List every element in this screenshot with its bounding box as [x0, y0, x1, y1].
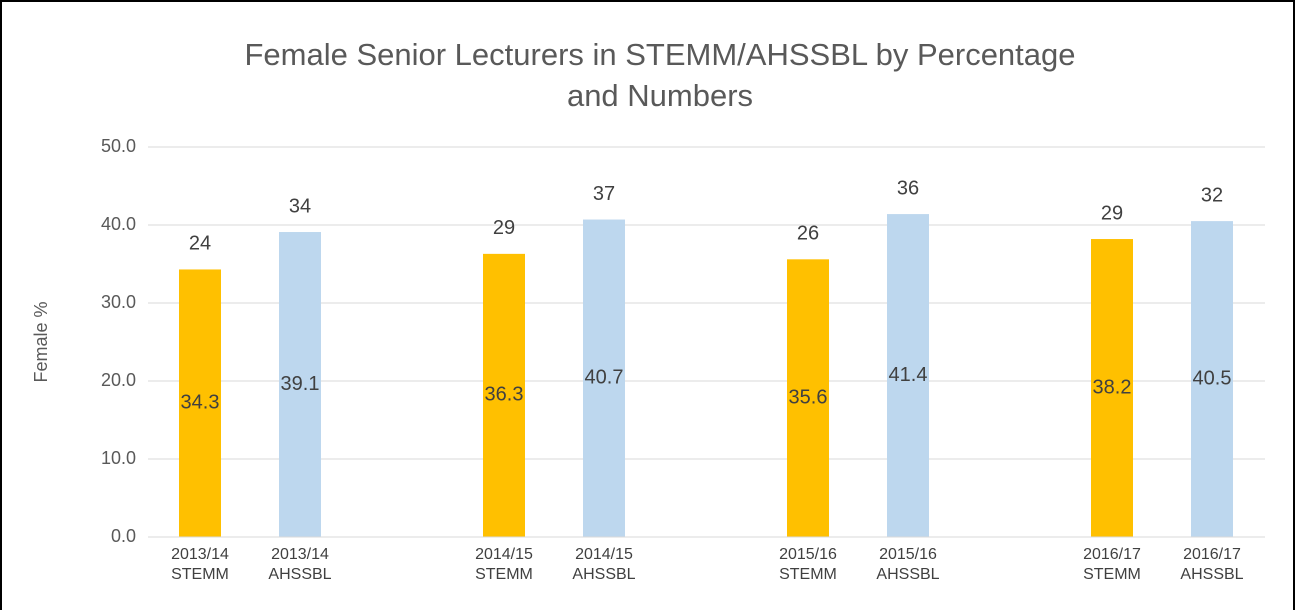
x-tick-label: STEMM: [475, 566, 533, 583]
count-label: 36: [897, 177, 919, 199]
x-tick-label: 2014/15: [575, 546, 633, 563]
count-label: 32: [1201, 184, 1223, 206]
value-label: 35.6: [789, 386, 828, 408]
x-tick-label: AHSSBL: [572, 566, 635, 583]
y-tick-label: 10.0: [101, 448, 136, 468]
bar: [179, 269, 221, 537]
y-tick-label: 20.0: [101, 370, 136, 390]
bar: [1091, 239, 1133, 538]
count-label: 29: [1101, 202, 1123, 224]
x-tick-label: STEMM: [171, 566, 229, 583]
value-label: 38.2: [1093, 376, 1132, 398]
value-label: 40.7: [585, 367, 624, 389]
y-tick-label: 30.0: [101, 292, 136, 312]
x-tick-label: 2015/16: [779, 546, 837, 563]
bar: [583, 219, 625, 538]
x-tick-label: AHSSBL: [268, 566, 331, 583]
bar: [1191, 221, 1233, 537]
bar: [787, 259, 829, 537]
x-tick-label: 2016/17: [1083, 546, 1141, 563]
x-tick-label: 2013/14: [271, 546, 329, 563]
count-label: 29: [493, 217, 515, 239]
value-label: 34.3: [181, 392, 220, 414]
y-tick-label: 40.0: [101, 214, 136, 234]
value-label: 41.4: [889, 364, 928, 386]
count-label: 24: [189, 233, 211, 255]
x-tick-label: AHSSBL: [876, 566, 939, 583]
x-tick-label: STEMM: [1083, 566, 1141, 583]
y-tick-label: 50.0: [101, 136, 136, 156]
y-tick-label: 0.0: [111, 526, 136, 546]
value-label: 36.3: [485, 384, 524, 406]
x-tick-label: 2013/14: [171, 546, 229, 563]
bar: [279, 232, 321, 537]
bar: [483, 253, 525, 538]
bar: [887, 214, 929, 537]
count-label: 37: [593, 183, 615, 205]
x-tick-label: 2014/15: [475, 546, 533, 563]
chart-title: Female Senior Lecturers in STEMM/AHSSBL …: [244, 37, 1075, 72]
count-label: 26: [797, 223, 819, 245]
y-axis-label: Female %: [31, 301, 51, 382]
x-tick-label: STEMM: [779, 566, 837, 583]
chart-title: and Numbers: [567, 78, 753, 113]
x-tick-label: 2015/16: [879, 546, 937, 563]
x-tick-label: 2016/17: [1183, 546, 1241, 563]
x-tick-label: AHSSBL: [1180, 566, 1243, 583]
value-label: 40.5: [1193, 367, 1232, 389]
count-label: 34: [289, 195, 311, 217]
value-label: 39.1: [281, 373, 320, 395]
